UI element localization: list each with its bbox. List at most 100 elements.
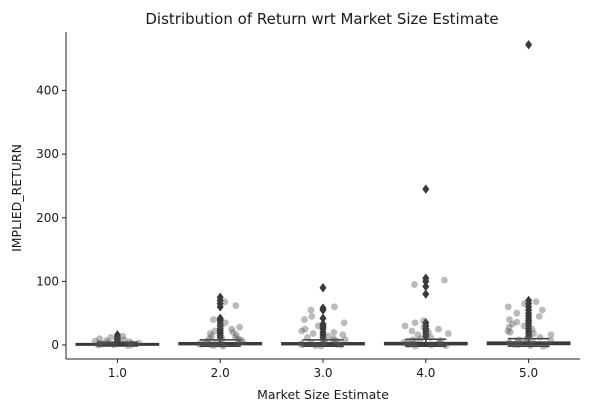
strip-point [404, 338, 412, 346]
strip-point [435, 339, 443, 347]
strip-point [526, 342, 534, 350]
strip-point [524, 335, 531, 343]
strip-point [239, 338, 247, 346]
strip-point [331, 303, 338, 311]
strip-point [408, 327, 416, 335]
strip-point [234, 335, 242, 343]
strip-point [339, 331, 347, 339]
strip-point [211, 327, 219, 335]
outlier-marker [422, 184, 430, 194]
strip-point [506, 328, 514, 336]
strip-point [208, 332, 216, 340]
strip-point [417, 335, 425, 343]
strip-point [119, 332, 127, 340]
strip-point [94, 341, 102, 349]
strip-point [547, 337, 555, 344]
strip-point [442, 342, 450, 350]
strip-point [444, 330, 452, 337]
outlier-marker [422, 318, 430, 328]
strip-point [509, 320, 516, 328]
strip-point [124, 342, 132, 350]
strip-point [515, 336, 523, 344]
strip-point [195, 340, 203, 348]
strip-point [440, 276, 448, 284]
strip-point [319, 335, 327, 343]
strip-point [301, 316, 308, 323]
strip-point [199, 340, 207, 348]
box-group-3.0 [281, 283, 365, 350]
box-group-4.0 [383, 184, 468, 350]
outlier-marker [319, 283, 327, 293]
strip-point [528, 325, 536, 333]
strip-point [203, 339, 211, 347]
strip-point [98, 340, 106, 348]
strip-point [206, 330, 214, 337]
strip-point [104, 339, 112, 346]
strip-point [121, 336, 128, 344]
strip-point [217, 322, 225, 330]
plot-marks [75, 40, 571, 350]
strip-point [505, 323, 513, 331]
strip-point [400, 339, 408, 346]
strip-point [437, 337, 445, 344]
strip-point [514, 337, 522, 345]
strip-point [102, 337, 110, 344]
strip-point [210, 316, 217, 323]
outlier-marker [216, 313, 224, 323]
strip-point [538, 306, 546, 314]
strip-point [298, 327, 306, 335]
strip-point [110, 341, 118, 349]
outlier-marker [422, 289, 430, 299]
strip-point [221, 319, 229, 327]
strip-point [526, 332, 533, 340]
outlier-marker [422, 281, 430, 292]
strip-point [436, 340, 444, 348]
strip-point [212, 339, 220, 346]
strip-point [308, 312, 316, 320]
strip-point [504, 327, 512, 335]
outlier-marker [319, 313, 327, 323]
strip-point [506, 316, 513, 323]
strip-point [207, 341, 215, 349]
strip-point [218, 334, 226, 342]
strip-point [221, 298, 229, 306]
strip-point [330, 328, 338, 336]
strip-point [91, 337, 99, 345]
strip-point [298, 340, 305, 348]
strip-point [236, 323, 243, 331]
x-tick-label: 1.0 [108, 366, 127, 380]
x-tick-label: 2.0 [211, 366, 230, 380]
strip-point [114, 335, 122, 343]
strip-point [301, 325, 309, 333]
strip-point [532, 298, 540, 306]
strip-point [420, 323, 428, 331]
strip-point [237, 336, 245, 344]
outlier-marker [525, 40, 533, 50]
outlier-marker [319, 303, 327, 313]
strip-point [337, 341, 345, 349]
strip-point [547, 331, 555, 339]
strip-point [232, 302, 240, 309]
strip-point [521, 300, 528, 308]
strip-point [523, 335, 531, 343]
strip-point [530, 330, 538, 337]
strip-point [321, 339, 329, 347]
strip-point [420, 317, 428, 325]
strip-point [307, 306, 315, 314]
strip-point [529, 338, 537, 346]
strip-point [536, 333, 544, 341]
chart-title: Distribution of Return wrt Market Size E… [145, 10, 498, 28]
box-group-5.0 [486, 40, 571, 350]
strip-point [505, 339, 513, 346]
x-tick-label: 3.0 [313, 366, 332, 380]
strip-point [329, 337, 337, 344]
strip-point [427, 341, 435, 349]
strip-point [543, 341, 551, 349]
strip-point [506, 340, 514, 348]
strip-point [135, 339, 143, 347]
strip-point [210, 342, 218, 350]
strip-point [317, 342, 325, 350]
strip-point [513, 318, 521, 326]
strip-point [401, 322, 409, 330]
